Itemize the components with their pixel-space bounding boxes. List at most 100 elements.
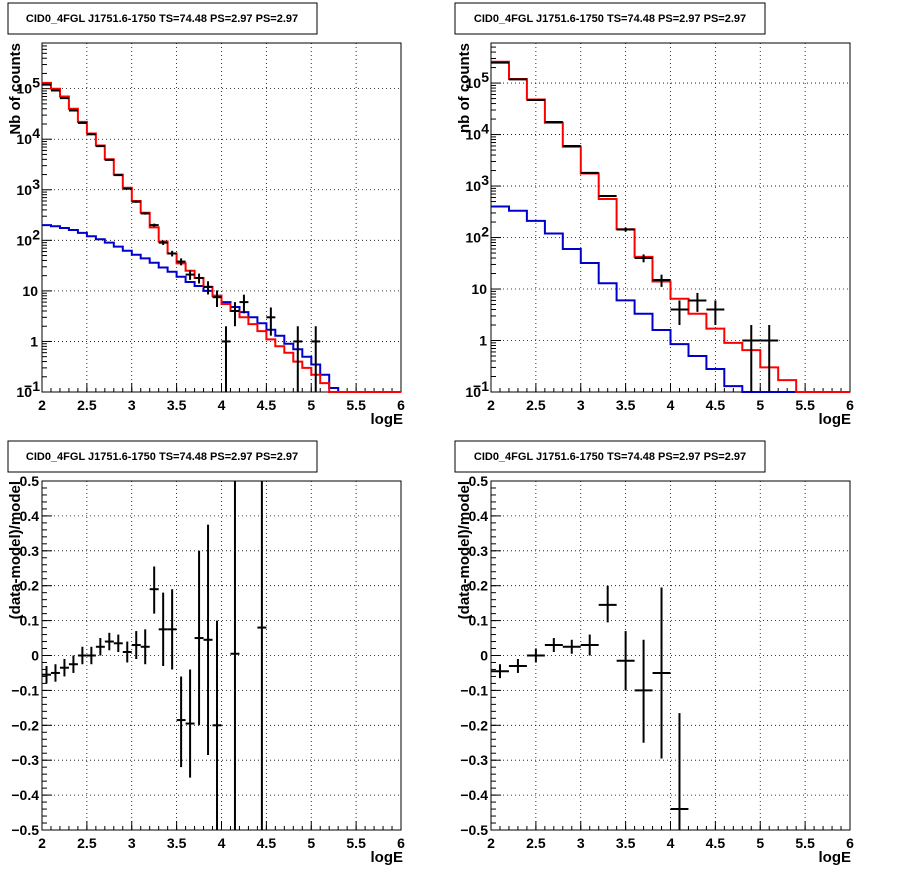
y-tick-label: 10: [16, 182, 32, 198]
x-tick-label: 3.5: [616, 397, 636, 413]
y-tick-label: 0.4: [20, 508, 40, 524]
x-tick-label: 4: [218, 835, 226, 851]
y-tick-label: −0.1: [11, 682, 39, 698]
y-tick-label: 10: [465, 230, 481, 246]
x-axis-label: logE: [371, 411, 404, 428]
x-tick-label: 6: [397, 397, 405, 413]
x-axis-label: logE: [819, 849, 852, 866]
panel-top-left: CID0_4FGL J1751.6-1750 TS=74.48 PS=2.97 …: [7, 2, 405, 428]
x-axis-label: logE: [371, 849, 404, 866]
x-tick-label: 5.5: [795, 397, 815, 413]
plot-title: CID0_4FGL J1751.6-1750 TS=74.48 PS=2.97 …: [474, 451, 746, 463]
y-tick-label: 0.3: [20, 543, 40, 559]
y-axis-label: Nb of counts: [7, 43, 24, 135]
y-tick-label: 0.2: [20, 578, 40, 594]
y-tick-exponent: −1: [24, 378, 40, 394]
y-tick-label: −0.4: [11, 787, 39, 803]
y-tick-label: 0.4: [469, 508, 489, 524]
x-tick-label: 3: [577, 835, 585, 851]
y-tick-label: 10: [465, 178, 481, 194]
y-tick-label: 10: [16, 131, 32, 147]
x-axis-label: logE: [819, 411, 852, 428]
x-tick-label: 2.5: [526, 397, 546, 413]
plot-title: CID0_4FGL J1751.6-1750 TS=74.48 PS=2.97 …: [474, 13, 746, 25]
y-axis-label: (data-model)/model: [7, 481, 24, 619]
y-tick-label: 10: [465, 75, 481, 91]
x-tick-label: 3.5: [616, 835, 636, 851]
plot-frame: [41, 42, 402, 393]
y-tick-label: 0.1: [469, 613, 489, 629]
y-tick-label: 10: [465, 127, 481, 143]
x-tick-label: 3: [128, 397, 136, 413]
x-tick-label: 6: [846, 835, 854, 851]
y-tick-label: 0.1: [20, 613, 40, 629]
x-tick-label: 2: [487, 397, 495, 413]
y-tick-label: 10: [471, 281, 487, 297]
title-box: [7, 2, 318, 35]
y-tick-label: −0.3: [11, 752, 39, 768]
x-tick-label: 5: [307, 397, 315, 413]
y-tick-exponent: −1: [473, 378, 489, 394]
y-tick-label: 1: [479, 333, 487, 349]
x-tick-label: 3.5: [167, 397, 187, 413]
y-tick-label: −0.5: [11, 822, 39, 838]
y-tick-exponent: 2: [32, 226, 40, 242]
y-axis-label: nb of counts: [456, 43, 473, 133]
x-tick-label: 5: [756, 835, 764, 851]
panel-top-right: CID0_4FGL J1751.6-1750 TS=74.48 PS=2.97 …: [454, 2, 854, 428]
y-tick-exponent: 5: [32, 75, 40, 91]
title-box: [7, 440, 318, 473]
x-tick-label: 2: [38, 397, 46, 413]
plot-title: CID0_4FGL J1751.6-1750 TS=74.48 PS=2.97 …: [26, 451, 298, 463]
plot-area: 2 2.5 3 3.5 4 4.5 5 5.5 6 −0.5 −0.4 −0.3 −0.2 −0.1 0 0.…: [11, 473, 405, 851]
x-tick-label: 5.5: [346, 397, 366, 413]
plot-frame: [490, 480, 851, 831]
y-tick-exponent: 2: [481, 224, 489, 240]
y-tick-label: −0.2: [460, 717, 488, 733]
y-tick-exponent: 4: [481, 121, 489, 137]
y-tick-exponent: 4: [32, 125, 40, 141]
x-tick-label: 2: [38, 835, 46, 851]
x-tick-label: 2.5: [77, 397, 97, 413]
y-tick-exponent: 5: [481, 69, 489, 85]
y-tick-label: 0: [31, 648, 39, 664]
y-tick-exponent: 3: [481, 172, 489, 188]
y-tick-label: −0.4: [460, 787, 488, 803]
y-tick-exponent: 3: [32, 176, 40, 192]
y-tick-label: −0.1: [460, 682, 488, 698]
y-tick-label: 0.3: [469, 543, 489, 559]
plot-frame: [41, 480, 402, 831]
y-tick-label: 10: [16, 384, 32, 400]
y-tick-label: −0.5: [460, 822, 488, 838]
y-tick-label: −0.2: [11, 717, 39, 733]
x-tick-label: 3: [128, 835, 136, 851]
x-tick-label: 4.5: [257, 835, 277, 851]
x-tick-label: 4: [218, 397, 226, 413]
x-tick-label: 6: [397, 835, 405, 851]
x-tick-label: 4.5: [706, 835, 726, 851]
y-tick-label: 0: [480, 648, 488, 664]
plot-area: 2 2.5 3 3.5 4 4.5 5 5.5 6 −0.5 −0.4 −0.3 −0.2 −0.1 0 0.…: [460, 473, 854, 851]
model-histogram: [491, 205, 850, 393]
y-tick-label: 10: [465, 384, 481, 400]
y-tick-label: 0.5: [469, 473, 489, 489]
y-tick-label: −0.3: [460, 752, 488, 768]
x-tick-label: 2: [487, 835, 495, 851]
panel-bottom-left: CID0_4FGL J1751.6-1750 TS=74.48 PS=2.97 …: [7, 440, 405, 866]
x-tick-label: 2.5: [77, 835, 97, 851]
y-tick-label: 10: [16, 81, 32, 97]
y-tick-label: 1: [30, 333, 38, 349]
x-tick-label: 3.5: [167, 835, 187, 851]
panel-bottom-right: CID0_4FGL J1751.6-1750 TS=74.48 PS=2.97 …: [454, 440, 854, 866]
y-tick-label: 0.5: [20, 473, 40, 489]
x-tick-label: 4: [667, 397, 675, 413]
title-box: [454, 440, 766, 473]
x-tick-label: 3: [577, 397, 585, 413]
x-tick-label: 4: [667, 835, 675, 851]
x-tick-label: 5: [307, 835, 315, 851]
y-tick-label: 0.2: [469, 578, 489, 594]
title-box: [454, 2, 766, 35]
